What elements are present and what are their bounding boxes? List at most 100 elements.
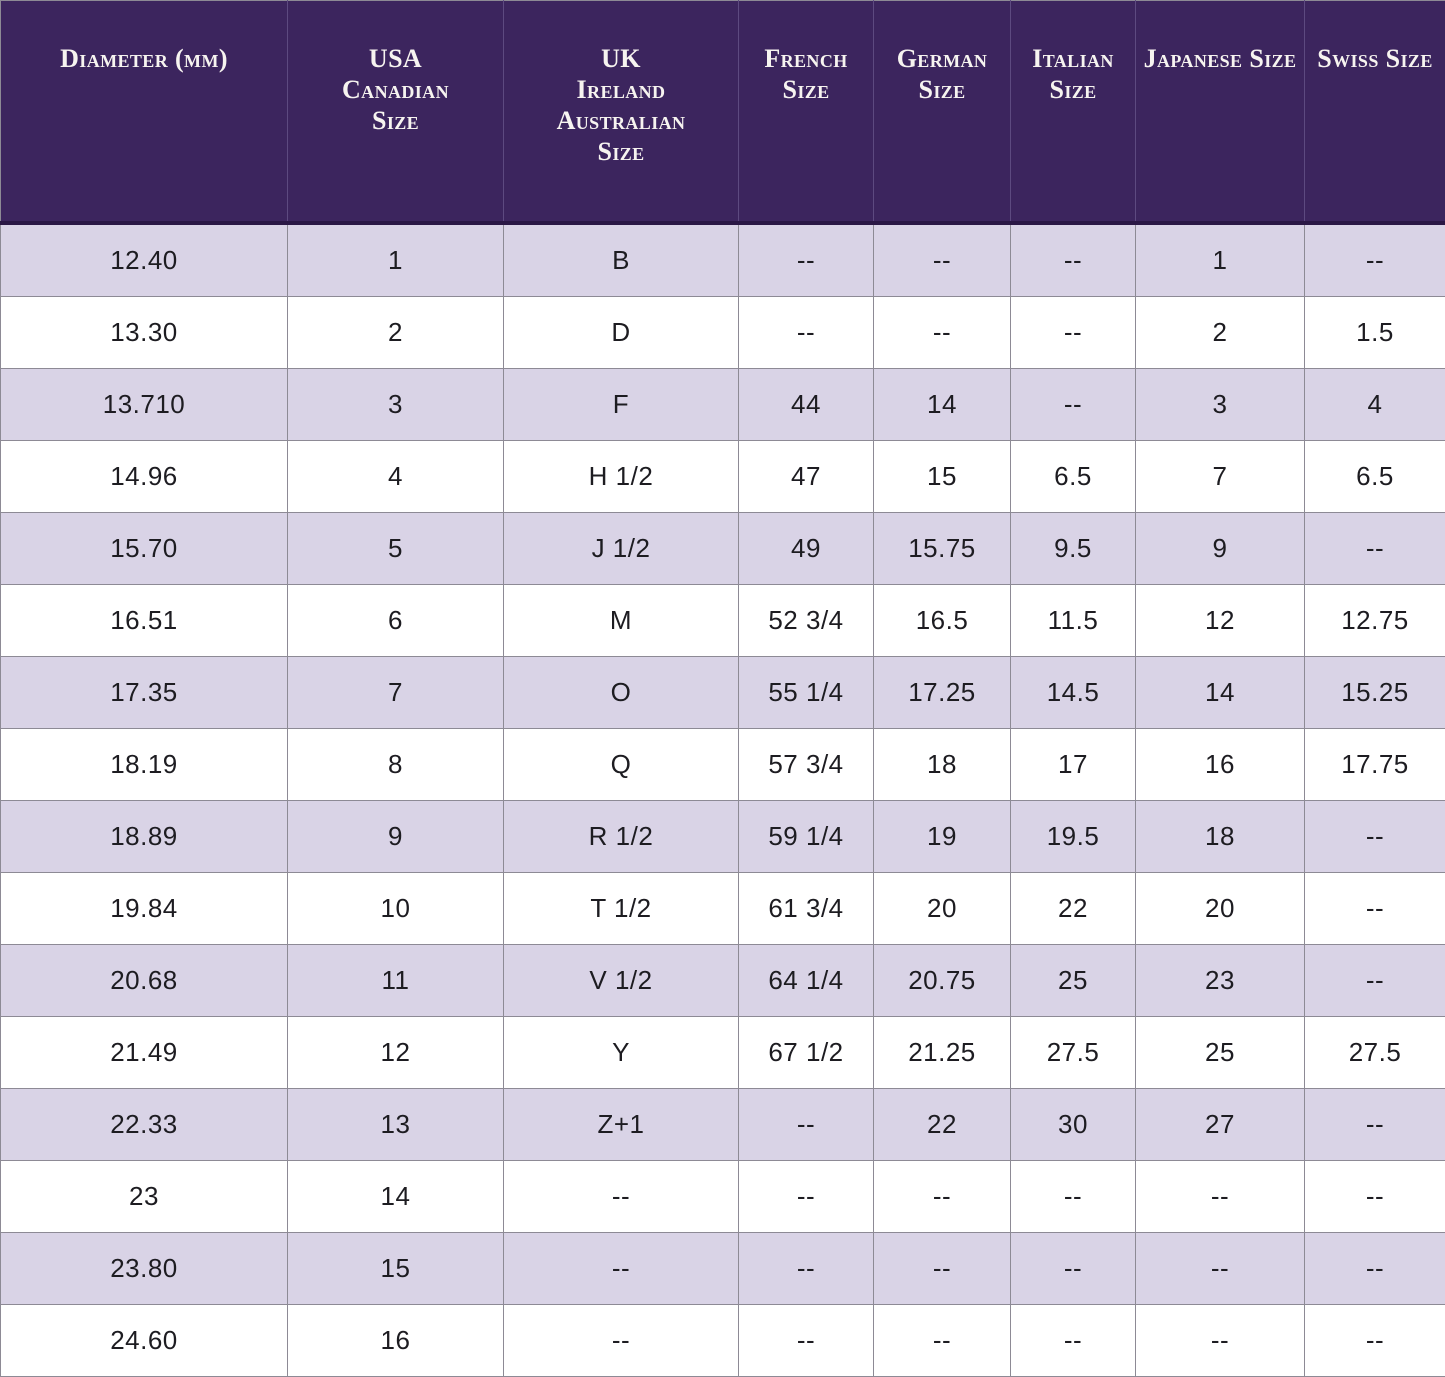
- table-cell: --: [1305, 801, 1445, 873]
- table-cell: --: [1011, 369, 1136, 441]
- table-cell: 20: [1136, 873, 1305, 945]
- table-cell: --: [1011, 223, 1136, 297]
- table-cell: 21.49: [1, 1017, 288, 1089]
- table-cell: 21.25: [874, 1017, 1011, 1089]
- table-cell: --: [1136, 1233, 1305, 1305]
- table-cell: 16.51: [1, 585, 288, 657]
- table-cell: --: [739, 223, 874, 297]
- table-cell: J 1/2: [504, 513, 739, 585]
- table-cell: 14.96: [1, 441, 288, 513]
- table-cell: 30: [1011, 1089, 1136, 1161]
- table-cell: 2: [288, 297, 504, 369]
- table-cell: 3: [288, 369, 504, 441]
- table-cell: 15.70: [1, 513, 288, 585]
- table-cell: 1: [288, 223, 504, 297]
- table-cell: 15.75: [874, 513, 1011, 585]
- column-header: Italian Size: [1011, 1, 1136, 224]
- table-cell: --: [504, 1305, 739, 1377]
- table-cell: 18.19: [1, 729, 288, 801]
- table-cell: 25: [1136, 1017, 1305, 1089]
- table-cell: --: [1011, 1305, 1136, 1377]
- table-cell: --: [1136, 1305, 1305, 1377]
- table-cell: 7: [288, 657, 504, 729]
- column-header: USA Canadian Size: [288, 1, 504, 224]
- table-cell: 25: [1011, 945, 1136, 1017]
- table-cell: --: [874, 1161, 1011, 1233]
- column-header: German Size: [874, 1, 1011, 224]
- table-cell: 4: [1305, 369, 1445, 441]
- table-cell: R 1/2: [504, 801, 739, 873]
- table-cell: --: [504, 1233, 739, 1305]
- table-cell: --: [739, 1161, 874, 1233]
- table-cell: 17: [1011, 729, 1136, 801]
- table-cell: 59 1/4: [739, 801, 874, 873]
- table-cell: 64 1/4: [739, 945, 874, 1017]
- table-cell: --: [1305, 1305, 1445, 1377]
- table-cell: 14.5: [1011, 657, 1136, 729]
- table-cell: 23: [1, 1161, 288, 1233]
- table-cell: H 1/2: [504, 441, 739, 513]
- table-cell: --: [1011, 297, 1136, 369]
- table-cell: 9: [288, 801, 504, 873]
- table-cell: 13: [288, 1089, 504, 1161]
- table-cell: 61 3/4: [739, 873, 874, 945]
- table-cell: 23: [1136, 945, 1305, 1017]
- table-cell: M: [504, 585, 739, 657]
- column-header: Diameter (mm): [1, 1, 288, 224]
- table-cell: B: [504, 223, 739, 297]
- table-cell: 16: [1136, 729, 1305, 801]
- table-cell: 14: [288, 1161, 504, 1233]
- table-cell: --: [1305, 873, 1445, 945]
- table-cell: 14: [874, 369, 1011, 441]
- table-cell: 27: [1136, 1089, 1305, 1161]
- table-cell: 5: [288, 513, 504, 585]
- table-cell: --: [504, 1161, 739, 1233]
- table-cell: 20: [874, 873, 1011, 945]
- table-cell: 15: [874, 441, 1011, 513]
- table-cell: --: [739, 1089, 874, 1161]
- table-cell: 12: [288, 1017, 504, 1089]
- table-cell: 23.80: [1, 1233, 288, 1305]
- table-cell: 2: [1136, 297, 1305, 369]
- table-cell: 10: [288, 873, 504, 945]
- table-cell: --: [739, 297, 874, 369]
- table-cell: 22: [874, 1089, 1011, 1161]
- table-cell: 6: [288, 585, 504, 657]
- table-cell: 19: [874, 801, 1011, 873]
- table-cell: 27.5: [1305, 1017, 1445, 1089]
- table-cell: --: [874, 223, 1011, 297]
- table-cell: 27.5: [1011, 1017, 1136, 1089]
- table-cell: 18: [874, 729, 1011, 801]
- table-cell: 22.33: [1, 1089, 288, 1161]
- table-cell: 15.25: [1305, 657, 1445, 729]
- table-cell: 11: [288, 945, 504, 1017]
- table-cell: 55 1/4: [739, 657, 874, 729]
- table-cell: 17.75: [1305, 729, 1445, 801]
- table-cell: --: [739, 1233, 874, 1305]
- table-cell: 22: [1011, 873, 1136, 945]
- table-cell: 16.5: [874, 585, 1011, 657]
- table-cell: F: [504, 369, 739, 441]
- table-cell: 9: [1136, 513, 1305, 585]
- table-cell: 20.75: [874, 945, 1011, 1017]
- table-cell: T 1/2: [504, 873, 739, 945]
- table-cell: 9.5: [1011, 513, 1136, 585]
- table-cell: 52 3/4: [739, 585, 874, 657]
